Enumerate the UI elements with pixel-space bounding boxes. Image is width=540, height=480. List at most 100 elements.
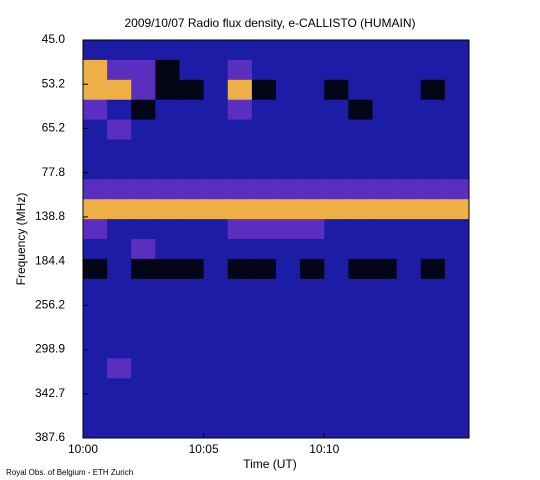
heatmap-cell <box>300 398 325 419</box>
heatmap-cell <box>83 378 108 399</box>
heatmap-cell <box>227 298 253 320</box>
heatmap-cell <box>444 40 470 61</box>
heatmap-cell <box>155 338 180 359</box>
heatmap-cell <box>227 59 253 81</box>
heatmap-cell <box>372 418 398 439</box>
heatmap-cell <box>372 398 398 419</box>
heatmap-cell <box>227 358 253 379</box>
heatmap-cell <box>107 239 132 260</box>
heatmap-cell <box>155 239 180 260</box>
heatmap-cell <box>420 239 446 260</box>
plot-frame <box>82 39 470 439</box>
heatmap-cell <box>251 79 277 101</box>
heatmap-cell <box>107 278 132 300</box>
heatmap-cell <box>324 79 349 101</box>
heatmap-cell <box>155 159 180 180</box>
heatmap-cell <box>179 139 205 160</box>
heatmap-cell <box>348 199 373 220</box>
heatmap-cell <box>372 318 398 339</box>
heatmap-cell <box>251 398 277 419</box>
heatmap-cell <box>444 219 470 240</box>
heatmap-cell <box>107 358 132 379</box>
heatmap-cell <box>155 99 180 121</box>
heatmap-cell <box>396 139 422 160</box>
heatmap-cell <box>348 59 373 81</box>
heatmap-cell <box>131 298 156 320</box>
heatmap-cell <box>131 318 156 339</box>
heatmap-cell <box>203 99 229 121</box>
heatmap-cell <box>348 99 373 121</box>
heatmap-cell <box>107 159 132 180</box>
heatmap-cell <box>83 40 108 61</box>
heatmap-cell <box>179 278 205 300</box>
heatmap-cell <box>83 338 108 359</box>
heatmap-cell <box>300 40 325 61</box>
heatmap-cell <box>300 199 325 220</box>
heatmap-cell <box>179 239 205 260</box>
heatmap-cell <box>227 239 253 260</box>
heatmap-cell <box>444 398 470 419</box>
heatmap-cell <box>203 79 229 101</box>
heatmap-cell <box>300 378 325 399</box>
y-axis-label: Frequency (MHz) <box>14 193 28 286</box>
y-tick-label: 184.4 <box>35 253 65 267</box>
heatmap-cell <box>251 378 277 399</box>
heatmap-cell <box>276 298 301 320</box>
heatmap-cell <box>324 199 349 220</box>
heatmap-cell <box>155 258 180 280</box>
heatmap-cell <box>276 179 301 200</box>
heatmap-cell <box>396 79 422 101</box>
heatmap-cell <box>276 358 301 379</box>
heatmap-cell <box>179 418 205 439</box>
x-tick-label: 10:05 <box>189 442 219 456</box>
heatmap-cell <box>155 179 180 200</box>
heatmap-cell <box>348 159 373 180</box>
heatmap-cell <box>155 79 180 101</box>
heatmap-cell <box>83 239 108 260</box>
heatmap-cell <box>348 318 373 339</box>
heatmap-cell <box>348 298 373 320</box>
heatmap-cell <box>107 338 132 359</box>
heatmap-cell <box>155 298 180 320</box>
heatmap-cell <box>372 159 398 180</box>
heatmap-cell <box>396 219 422 240</box>
heatmap-cell <box>372 119 398 140</box>
heatmap-cell <box>251 119 277 140</box>
heatmap-cell <box>444 258 470 280</box>
heatmap-cell <box>420 219 446 240</box>
heatmap-cell <box>420 59 446 81</box>
heatmap-cell <box>179 59 205 81</box>
heatmap-cell <box>83 119 108 140</box>
heatmap-cell <box>300 318 325 339</box>
heatmap-cell <box>396 358 422 379</box>
heatmap-cell <box>348 219 373 240</box>
heatmap-cell <box>444 378 470 399</box>
x-tick-label: 10:00 <box>68 442 98 456</box>
heatmap-cell <box>300 139 325 160</box>
heatmap-cell <box>203 418 229 439</box>
heatmap-cell <box>324 398 349 419</box>
heatmap-cell <box>131 338 156 359</box>
heatmap-cell <box>179 199 205 220</box>
heatmap-cell <box>251 338 277 359</box>
heatmap-cell <box>203 119 229 140</box>
heatmap-cell <box>83 159 108 180</box>
heatmap-cell <box>227 40 253 61</box>
heatmap-cell <box>107 318 132 339</box>
heatmap-cell <box>396 258 422 280</box>
heatmap-cell <box>420 139 446 160</box>
heatmap-cell <box>131 99 156 121</box>
heatmap-cell <box>372 59 398 81</box>
heatmap-cell <box>348 179 373 200</box>
heatmap-cell <box>324 378 349 399</box>
heatmap-cell <box>131 199 156 220</box>
heatmap-cell <box>155 278 180 300</box>
heatmap-cell <box>227 318 253 339</box>
heatmap-cell <box>396 239 422 260</box>
heatmap-cell <box>396 318 422 339</box>
heatmap-cell <box>251 418 277 439</box>
heatmap-cell <box>396 338 422 359</box>
heatmap-cell <box>227 159 253 180</box>
heatmap-cell <box>131 159 156 180</box>
heatmap-cell <box>324 159 349 180</box>
